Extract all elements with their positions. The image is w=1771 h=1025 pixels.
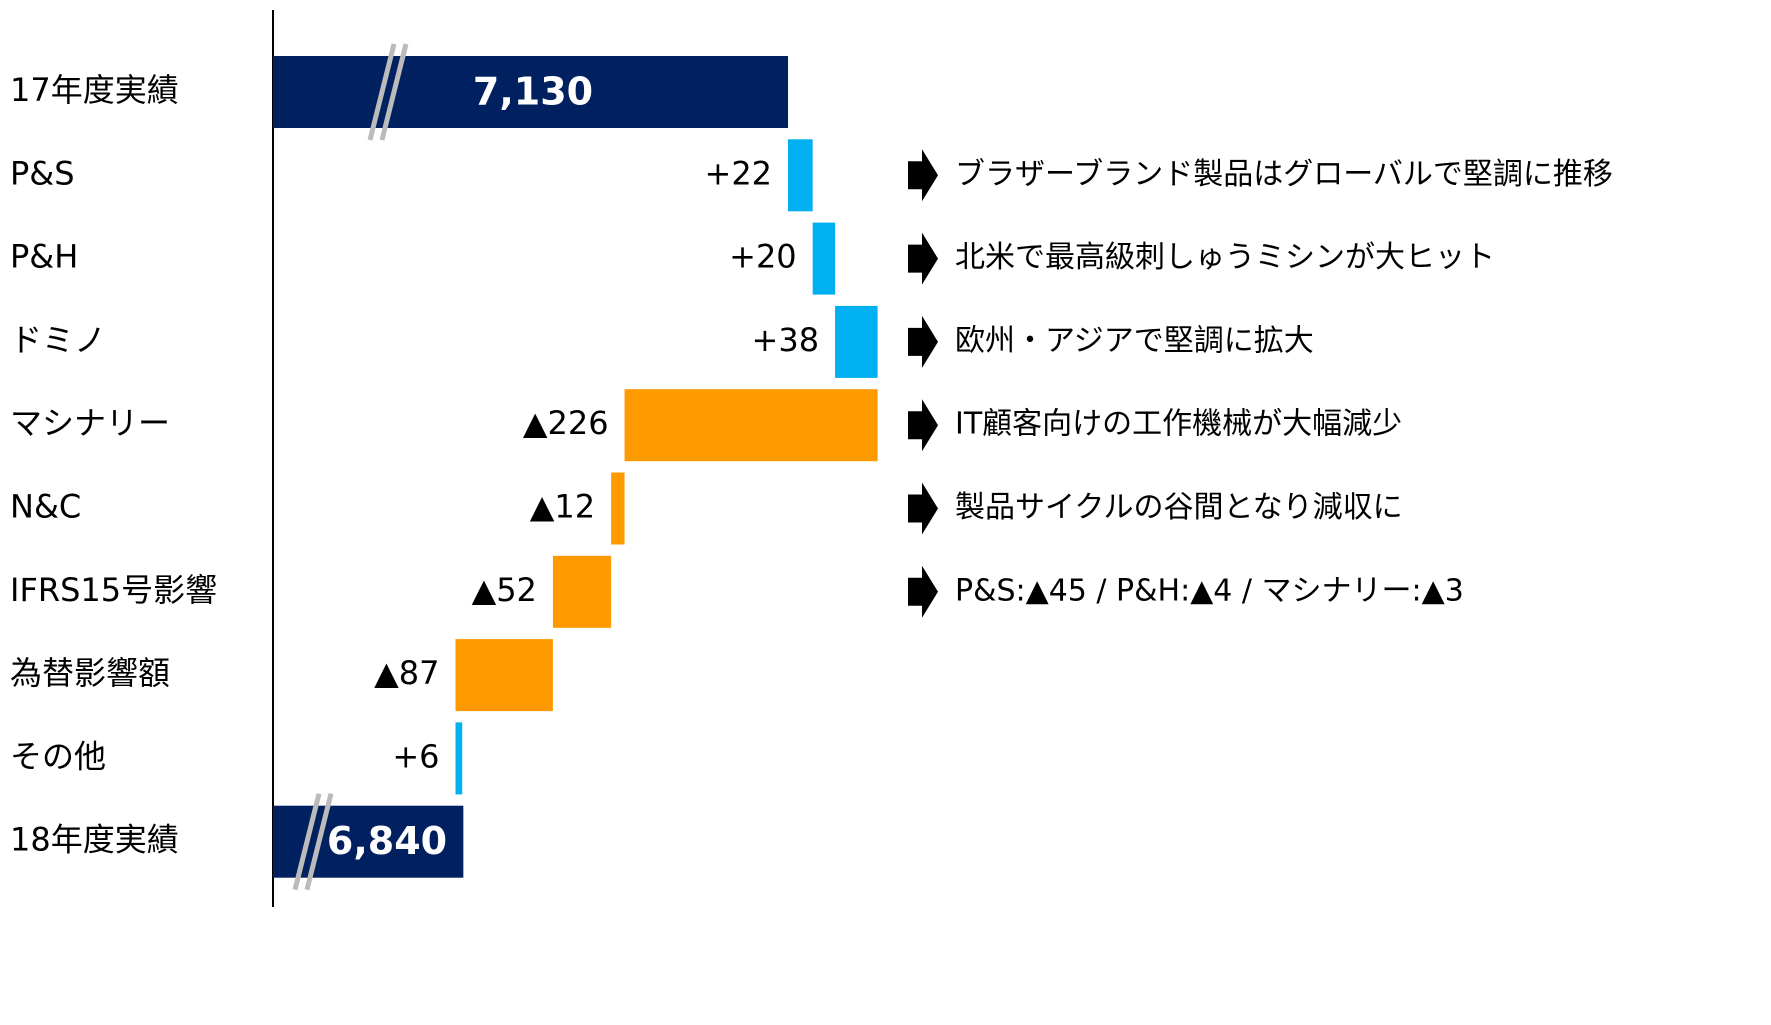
bar	[611, 472, 625, 545]
category-label: 為替影響額	[10, 654, 170, 692]
category-label: 18年度実績	[10, 821, 179, 859]
bar	[455, 639, 553, 712]
category-label: マシナリー	[10, 404, 170, 442]
value-label: 7,130	[473, 70, 593, 114]
break-mark	[304, 793, 334, 891]
annotation: 製品サイクルの谷間となり減収に	[955, 490, 1403, 525]
value-label: +6	[392, 737, 439, 775]
value-label: ▲226	[523, 404, 609, 442]
bar	[624, 389, 878, 462]
value-label: 6,840	[327, 819, 447, 863]
bar	[455, 722, 463, 795]
category-label: N&C	[10, 488, 81, 526]
category-label: 17年度実績	[10, 71, 179, 109]
bar	[812, 222, 836, 295]
annotation: P&S:▲45 / P&H:▲4 / マシナリー:▲3	[955, 573, 1464, 608]
arrow-icon	[908, 315, 938, 368]
annotation: ブラザーブランド製品はグローバルで堅調に推移	[955, 157, 1613, 192]
category-label: その他	[10, 737, 106, 775]
arrow-icon	[908, 399, 938, 452]
value-label: ▲87	[374, 654, 439, 692]
value-label: +20	[729, 238, 797, 276]
value-label: ▲12	[530, 488, 595, 526]
annotation: 北米で最高級刺しゅうミシンが大ヒット	[955, 240, 1495, 275]
value-label: +38	[752, 321, 820, 359]
arrow-icon	[908, 232, 938, 285]
break-mark	[379, 43, 409, 141]
break-mark	[367, 43, 397, 141]
bar	[552, 555, 612, 628]
arrow-icon	[908, 565, 938, 618]
break-mark	[292, 793, 322, 891]
bar	[273, 56, 789, 128]
category-label: P&S	[10, 154, 75, 192]
value-label: +22	[705, 154, 773, 192]
category-label: ドミノ	[10, 321, 106, 359]
category-label: IFRS15号影響	[10, 571, 217, 609]
arrow-icon	[908, 482, 938, 535]
arrow-icon	[908, 149, 938, 202]
annotation: IT顧客向けの工作機械が大幅減少	[955, 407, 1402, 442]
category-label: P&H	[10, 238, 78, 276]
annotation: 欧州・アジアで堅調に拡大	[955, 323, 1314, 358]
value-label: ▲52	[472, 571, 537, 609]
bar	[835, 305, 878, 378]
bar	[788, 139, 813, 212]
